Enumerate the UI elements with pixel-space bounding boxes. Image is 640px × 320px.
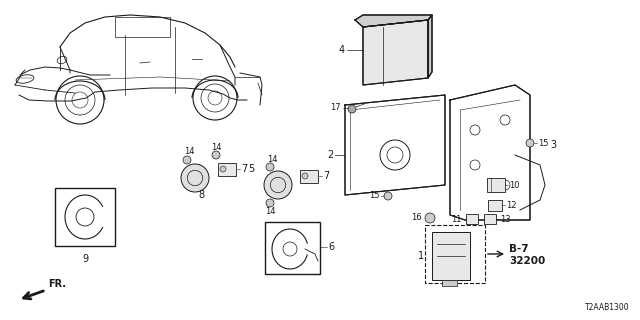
Text: 13: 13 bbox=[500, 214, 511, 223]
Bar bbox=[488, 200, 502, 211]
Text: 3: 3 bbox=[550, 140, 556, 150]
Polygon shape bbox=[428, 15, 432, 78]
Text: 14: 14 bbox=[211, 142, 221, 151]
Bar bbox=[487, 178, 505, 192]
Polygon shape bbox=[345, 95, 445, 195]
Bar bbox=[55, 188, 115, 246]
Circle shape bbox=[212, 151, 220, 159]
Bar bbox=[265, 222, 320, 274]
Text: 17: 17 bbox=[330, 103, 341, 113]
Circle shape bbox=[266, 163, 274, 171]
Text: 15: 15 bbox=[538, 139, 548, 148]
Bar bbox=[300, 170, 318, 183]
Bar bbox=[218, 163, 236, 176]
Polygon shape bbox=[355, 15, 432, 27]
Bar bbox=[442, 280, 457, 286]
Bar bbox=[115, 17, 170, 37]
Circle shape bbox=[302, 173, 308, 179]
Circle shape bbox=[264, 171, 292, 199]
Text: 2: 2 bbox=[327, 150, 333, 160]
Circle shape bbox=[425, 213, 435, 223]
Text: B-7: B-7 bbox=[509, 244, 529, 254]
Circle shape bbox=[526, 139, 534, 147]
Text: 12: 12 bbox=[506, 201, 516, 210]
Bar bbox=[432, 232, 470, 280]
Text: 14: 14 bbox=[184, 148, 195, 156]
Circle shape bbox=[220, 166, 226, 172]
Text: T2AAB1300: T2AAB1300 bbox=[586, 303, 630, 312]
Text: 1: 1 bbox=[418, 251, 424, 261]
Text: 9: 9 bbox=[82, 254, 88, 264]
Text: 32200: 32200 bbox=[509, 256, 545, 266]
Text: 6: 6 bbox=[328, 242, 334, 252]
Bar bbox=[466, 214, 478, 224]
Bar bbox=[484, 214, 496, 224]
Text: 15: 15 bbox=[369, 191, 380, 201]
Bar bbox=[425, 225, 485, 283]
Text: 5: 5 bbox=[248, 164, 254, 174]
Polygon shape bbox=[450, 85, 530, 220]
Circle shape bbox=[348, 105, 356, 113]
Text: 14: 14 bbox=[265, 206, 275, 215]
Text: 4: 4 bbox=[339, 45, 345, 55]
Polygon shape bbox=[363, 20, 428, 85]
Text: 7: 7 bbox=[323, 171, 329, 181]
Circle shape bbox=[181, 164, 209, 192]
Text: 7: 7 bbox=[241, 164, 247, 174]
Text: FR.: FR. bbox=[48, 279, 66, 289]
Text: 11: 11 bbox=[451, 214, 462, 223]
Text: 14: 14 bbox=[267, 155, 277, 164]
Circle shape bbox=[183, 156, 191, 164]
Circle shape bbox=[384, 192, 392, 200]
Circle shape bbox=[266, 199, 274, 207]
Text: 10: 10 bbox=[509, 180, 520, 189]
Text: 16: 16 bbox=[412, 213, 422, 222]
Text: 8: 8 bbox=[198, 190, 204, 200]
